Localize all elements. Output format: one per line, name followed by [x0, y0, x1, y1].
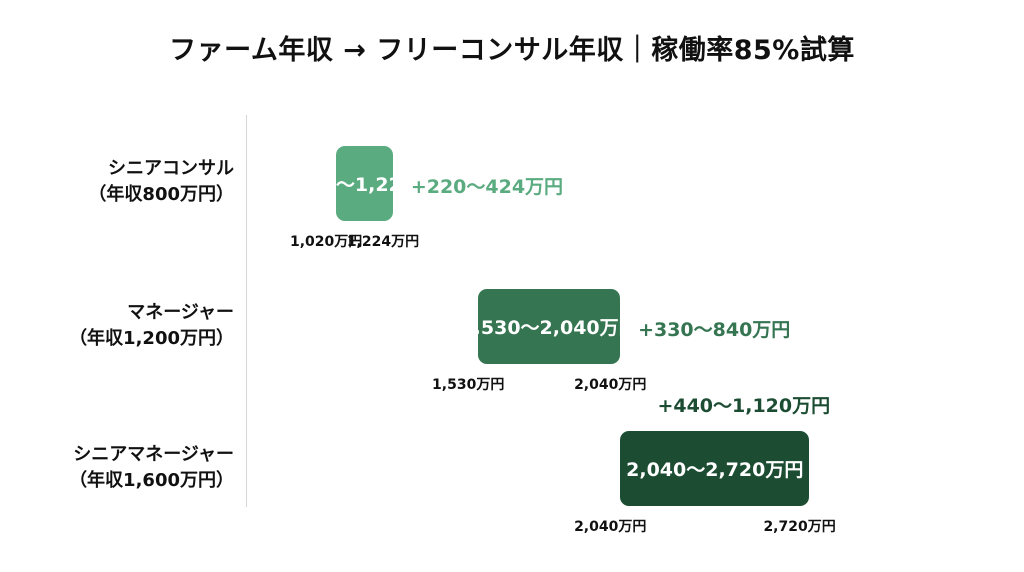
range-bar-senior-consultant: 1,020〜1,224万円: [276, 146, 453, 221]
range-bar-manager: 1,530〜2,040万円: [460, 289, 638, 364]
end-tick-manager: 2,040万円: [574, 377, 647, 393]
row-label-salary: （年収1,600万円）: [69, 470, 234, 491]
increase-label-senior-consultant: +220〜424万円: [410, 175, 564, 198]
range-bar-senior-manager: 2,040〜2,720万円: [620, 431, 810, 506]
row-label-title: マネージャー: [127, 302, 234, 323]
row-label-salary: （年収800万円）: [88, 184, 234, 205]
end-tick-senior-consultant: 1,224万円: [346, 234, 420, 250]
start-tick-manager: 1,530万円: [432, 377, 505, 393]
row-label-title: シニアコンサル: [108, 158, 234, 179]
row-label-title: シニアマネージャー: [73, 444, 234, 465]
category-axis-line: [246, 115, 247, 507]
row-label-senior-manager: シニアマネージャー （年収1,600万円）: [4, 442, 234, 494]
row-label-manager: マネージャー （年収1,200万円）: [4, 300, 234, 352]
end-tick-senior-manager: 2,720万円: [763, 519, 836, 535]
start-tick-senior-consultant: 1,020万円: [290, 234, 363, 250]
start-tick-senior-manager: 2,040万円: [574, 519, 647, 535]
increase-label-manager: +330〜840万円: [638, 318, 791, 341]
chart-title: ファーム年収 → フリーコンサル年収｜稼働率85%試算: [169, 35, 855, 66]
row-label-senior-consultant: シニアコンサル （年収800万円）: [4, 156, 234, 208]
row-label-salary: （年収1,200万円）: [69, 328, 234, 349]
increase-label-senior-manager: +440〜1,120万円: [657, 395, 831, 417]
